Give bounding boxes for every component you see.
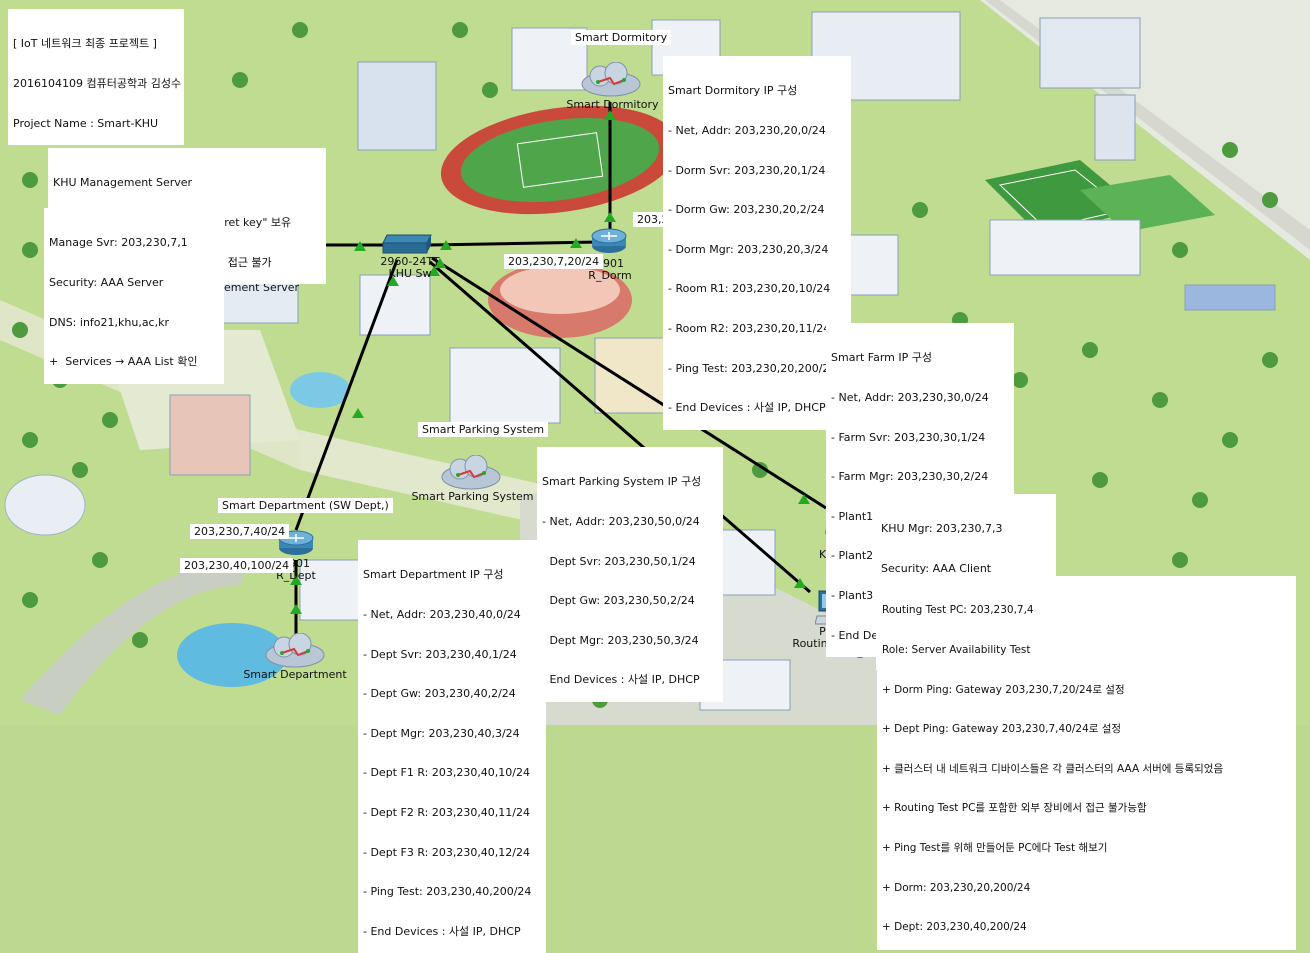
campus-map [0, 0, 1310, 725]
link-status-indicators [264, 110, 810, 614]
link-switch-khumgr [431, 256, 827, 510]
cloud-parking-icon[interactable] [440, 454, 502, 491]
router-dorm-name: R_Dorm [588, 269, 632, 282]
network-links [244, 102, 827, 640]
dept-ip-line: Smart Department IP 구성 [363, 568, 504, 582]
routing-line: + 클러스터 내 네트워크 디바이스들은 각 클러스터의 AAA 서버에 등록되… [882, 762, 1224, 775]
dept-ip-line: - Dept Svr: 203,230,40,1/24 [363, 647, 517, 661]
routing-line: + Dorm: 203,230,20,200/24 [882, 881, 1031, 894]
parking-ip-line: - Dept Svr: 203,230,50,1/24 [542, 554, 696, 568]
manage-svr-line: DNS: info21,khu,ac,kr [49, 315, 169, 329]
farm-ip-line: Smart Farm IP 구성 [831, 351, 932, 365]
parking-ip-line: Smart Parking System IP 구성 [542, 475, 702, 489]
dorm-ip-line: Smart Dormitory IP 구성 [668, 84, 798, 98]
switch-name: KHU Sw [388, 267, 432, 280]
farm-ip-line: - Farm Svr: 203,230,30,1/24 [831, 430, 986, 444]
dept-ip-line: - Net, Addr: 203,230,40,0/24 [363, 608, 521, 622]
cloud-dept-label: Smart Department [243, 668, 347, 681]
link-switch-routingpc [429, 260, 811, 594]
cloud-parking-label: Smart Parking System [411, 490, 534, 503]
student-info: 2016104109 컴퓨터공학과 김성수 [13, 77, 182, 91]
routing-line: + Dept Ping: Gateway 203,230,7,40/24로 설정 [882, 723, 1122, 736]
dept-ip-line: - Dept Mgr: 203,230,40,3/24 [363, 726, 520, 740]
parking-ip-line: - Dept Mgr: 203,230,50,3/24 [542, 633, 699, 647]
pond [177, 372, 350, 687]
dept-ip-line: - End Devices : 사설 IP, DHCP [363, 924, 521, 938]
routing-line: + Dorm Ping: Gateway 203,230,7,20/24로 설정 [882, 683, 1125, 696]
dorm-ip-line: - Net, Addr: 203,230,20,0/24 [668, 124, 826, 138]
smart-parking-title: Smart Parking System [418, 422, 549, 437]
routing-line: + Dept: 203,230,40,200/24 [882, 921, 1027, 934]
link-switch-rdorm [429, 240, 599, 247]
cloud-dorm-label: Smart Dormitory [566, 98, 659, 111]
project-name: Project Name : Smart-KHU [13, 116, 159, 130]
project-title: [ IoT 네트워크 최종 프로젝트 ] [13, 37, 157, 51]
routing-line: + Routing Test PC를 포함한 외부 장비에서 접근 불가능함 [882, 802, 1147, 815]
dorm-ip-line: - Room R2: 203,230,20,11/24 [668, 322, 831, 336]
routing-line: + Ping Test를 위해 만들어둔 PC에다 Test 해보기 [882, 842, 1108, 855]
dorm-ip-note: Smart Dormitory IP 구성 - Net, Addr: 203,2… [663, 56, 851, 430]
stadium [488, 262, 632, 338]
manage-svr-line: Manage Svr: 203,230,7,1 [49, 236, 188, 250]
farm-ip-line: - Net, Addr: 203,230,30,0/24 [831, 391, 989, 405]
manage-svr-line: Security: AAA Server [49, 276, 164, 290]
dorm-ip-line: - Room R1: 203,230,20,10/24 [668, 282, 831, 296]
switch-label: 2960-24TT KHU Sw [370, 256, 450, 280]
manage-svr-note: Manage Svr: 203,230,7,1 Security: AAA Se… [44, 208, 224, 384]
dorm-ip-line: - Ping Test: 203,230,20,200/24 [668, 361, 837, 375]
dorm-switch-ip: 203,230,7,20/24 [504, 254, 604, 269]
dept-ip-line: - Dept F3 R: 203,230,40,12/24 [363, 845, 531, 859]
khu-mgr-line: Security: AAA Client [881, 562, 992, 576]
cloud-dorm-icon[interactable] [580, 61, 642, 98]
routing-test-note: Routing Test PC: 203,230,7,4 Role: Serve… [877, 576, 1296, 950]
farm-ip-line: - Farm Mgr: 203,230,30,2/24 [831, 470, 989, 484]
dorm-ip-line: - Dorm Mgr: 203,230,20,3/24 [668, 242, 829, 256]
mgmt-server-note-line: KHU Management Server [53, 176, 193, 190]
parking-ip-line: - End Devices : 사설 IP, DHCP [542, 673, 700, 687]
dorm-ip-line: - End Devices : 사설 IP, DHCP [668, 401, 826, 415]
dorm-ip-line: - Dorm Gw: 203,230,20,2/24 [668, 203, 825, 217]
dept-ip-line: - Ping Test: 203,230,40,200/24 [363, 885, 532, 899]
link-switch-rdept [294, 259, 399, 531]
khu-mgr-line: KHU Mgr: 203,230,7,3 [881, 522, 1003, 536]
smart-dept-title: Smart Department (SW Dept,) [218, 498, 393, 513]
smart-dormitory-title: Smart Dormitory [571, 30, 672, 45]
switch-model: 2960-24TT [380, 255, 440, 268]
switch-icon[interactable] [381, 233, 433, 255]
routing-line: Routing Test PC: 203,230,7,4 [882, 604, 1034, 617]
dept-ip-note: Smart Department IP 구성 - Net, Addr: 203,… [358, 540, 546, 953]
router-dorm-icon[interactable] [591, 228, 627, 254]
dept-ip-line: - Dept F1 R: 203,230,40,10/24 [363, 766, 531, 780]
dept-switch-ip: 203,230,7,40/24 [190, 524, 290, 539]
dept-ip-line: - Dept Gw: 203,230,40,2/24 [363, 687, 516, 701]
project-info-box: [ IoT 네트워크 최종 프로젝트 ] 2016104109 컴퓨터공학과 김… [8, 9, 184, 146]
parking-ip-line: - Dept Gw: 203,230,50,2/24 [542, 594, 695, 608]
soccer-fields [985, 160, 1215, 235]
dept-ip-line: - Dept F2 R: 203,230,40,11/24 [363, 806, 531, 820]
parking-ip-note: Smart Parking System IP 구성 - Net, Addr: … [537, 447, 723, 702]
routing-line: Role: Server Availability Test [882, 644, 1031, 657]
parking-ip-line: - Net, Addr: 203,230,50,0/24 [542, 515, 700, 529]
manage-svr-line: + Services → AAA List 확인 [49, 355, 198, 369]
dept-gateway-ip: 203,230,40,100/24 [180, 558, 294, 573]
dorm-ip-line: - Dorm Svr: 203,230,20,1/24 [668, 163, 826, 177]
cloud-dept-icon[interactable] [264, 632, 326, 669]
